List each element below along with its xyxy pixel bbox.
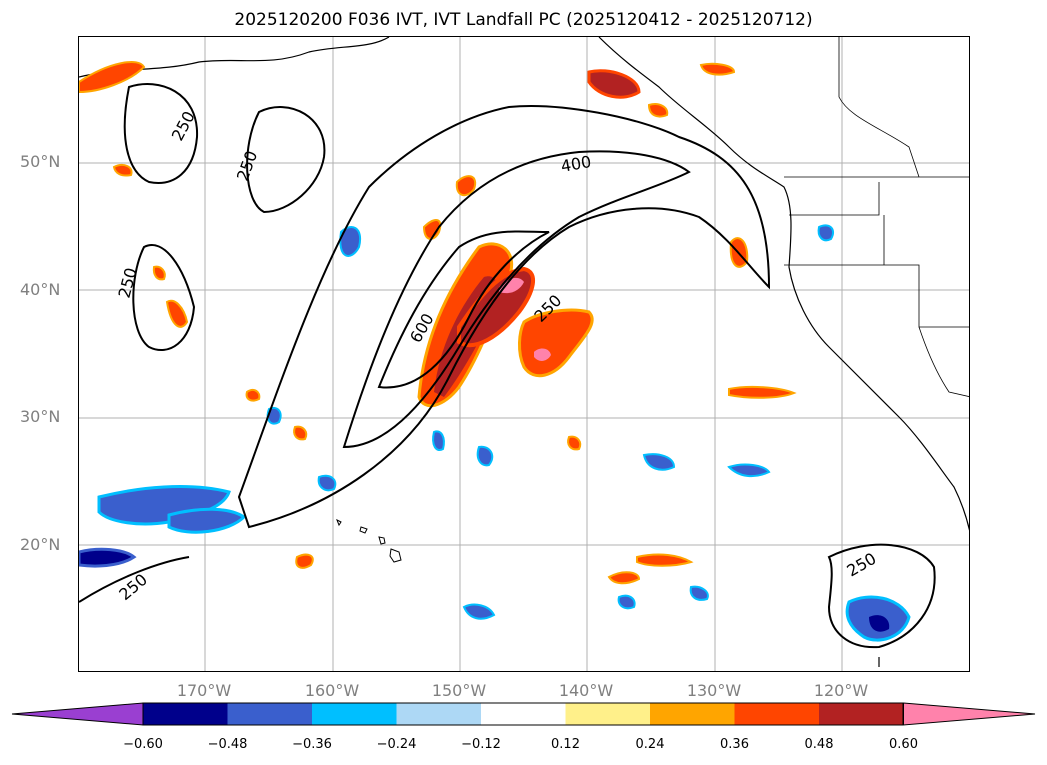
contour-250-sw [79, 556, 190, 603]
colorbar-segment [481, 703, 566, 725]
lon-label-120w: 120°W [813, 681, 869, 700]
lat-label-50n: 50°N [20, 152, 61, 171]
colorbar-tick-label: −0.12 [461, 737, 501, 752]
contour-label-group: 250 250 250 400 600 250 250 250 [115, 108, 880, 604]
lat-label-40n: 40°N [20, 280, 61, 299]
colorbar-tick-label: −0.48 [207, 737, 248, 752]
colorbar-segment [227, 703, 313, 725]
contour-250-main [237, 105, 771, 529]
colorbar-segment [819, 703, 904, 725]
colorbar-segment [565, 703, 651, 725]
contour-400 [342, 150, 691, 449]
contour-600 [377, 230, 550, 389]
colorbar-segment [734, 703, 820, 725]
colorbar-segment [312, 703, 397, 725]
colorbar-extend-low [11, 702, 144, 726]
colorbar-segment [650, 703, 735, 725]
ivt-contours [79, 83, 936, 649]
state-border-or-ca [784, 264, 969, 328]
lat-label-20n: 20°N [20, 535, 61, 554]
lon-label-130w: 130°W [686, 681, 742, 700]
contour-250-se [827, 543, 936, 649]
state-border-wa-or [789, 182, 880, 216]
map-panel: 250 250 250 400 600 250 250 250 [78, 36, 970, 672]
contour-label: 250 [233, 148, 261, 183]
colorbar-segment [396, 703, 482, 725]
contour-label: 250 [844, 549, 880, 581]
contour-label: 250 [115, 266, 141, 300]
hawaii-islands [336, 518, 402, 563]
lon-label-150w: 150°W [431, 681, 487, 700]
colorbar-tick-label: 0.60 [889, 737, 918, 752]
colorbar-tick-label: −0.36 [292, 737, 332, 752]
contour-250-nw1 [123, 83, 199, 184]
na-west-coast [598, 37, 969, 531]
contour-label: 250 [115, 570, 151, 604]
canada-province-border [838, 37, 920, 178]
colorbar [11, 702, 1036, 726]
lat-label-30n: 30°N [20, 407, 61, 426]
contour-250-nw2 [246, 106, 326, 214]
colorbar-tick-label: 0.24 [635, 737, 665, 752]
colorbar-tick-label: 0.48 [804, 737, 834, 752]
political-borders [784, 37, 969, 397]
gridlines [79, 37, 969, 671]
colorbar-tick-label: 0.36 [720, 737, 749, 752]
colorbar-extend-high [903, 702, 1036, 726]
pc-negative-fills [79, 224, 911, 642]
colorbar-tick-label: 0.12 [551, 737, 580, 752]
colorbar-segment [143, 703, 228, 725]
state-border-ca-nv [918, 326, 969, 397]
lon-label-170w: 170°W [176, 681, 232, 700]
map-canvas: 250 250 250 400 600 250 250 250 [79, 37, 969, 671]
lon-label-140w: 140°W [558, 681, 614, 700]
map-title: 2025120200 F036 IVT, IVT Landfall PC (20… [234, 10, 813, 30]
colorbar-segments [11, 702, 1036, 726]
contour-250-w [132, 244, 196, 352]
lon-label-160w: 160°W [304, 681, 360, 700]
contour-label: 400 [559, 152, 592, 176]
colorbar-tick-label: −0.24 [376, 737, 417, 752]
colorbar-outline [142, 702, 904, 726]
colorbar-tick-label: −0.60 [123, 737, 163, 752]
